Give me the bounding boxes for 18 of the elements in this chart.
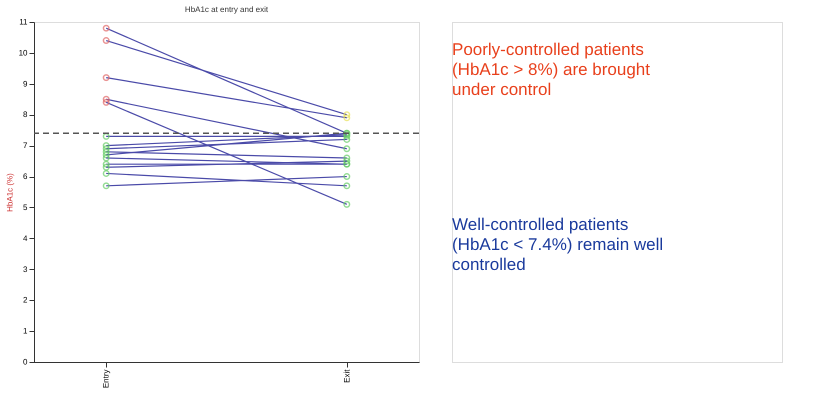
text: Poorly-controlled patients (HbA1c > 8%) are brought under control: [452, 40, 650, 99]
y-tick-label: 5: [23, 202, 28, 212]
chart-title: HbA1c at entry and exit: [184, 5, 269, 14]
y-tick-label: 0: [23, 358, 28, 366]
y-tick-label: 10: [18, 48, 28, 58]
y-tick-label: 4: [23, 234, 28, 243]
y-tick-label: 1: [23, 326, 28, 336]
y-tick-label: 8: [23, 110, 28, 120]
y-tick-label: 2: [23, 296, 28, 305]
x-tick-label: Exit: [342, 368, 352, 383]
text: Well-controlled patients (HbA1c < 7.4%) remain well controlled: [452, 215, 664, 274]
y-tick-label: 7: [23, 141, 28, 150]
y-tick-label: 6: [23, 172, 28, 182]
y-tick-label: 11: [19, 18, 28, 26]
x-tick-label: Entry: [102, 370, 111, 388]
y-tick-label: 9: [23, 79, 28, 88]
y-axis-title: HbA1c (%): [6, 172, 15, 212]
y-tick-label: 3: [23, 264, 28, 274]
